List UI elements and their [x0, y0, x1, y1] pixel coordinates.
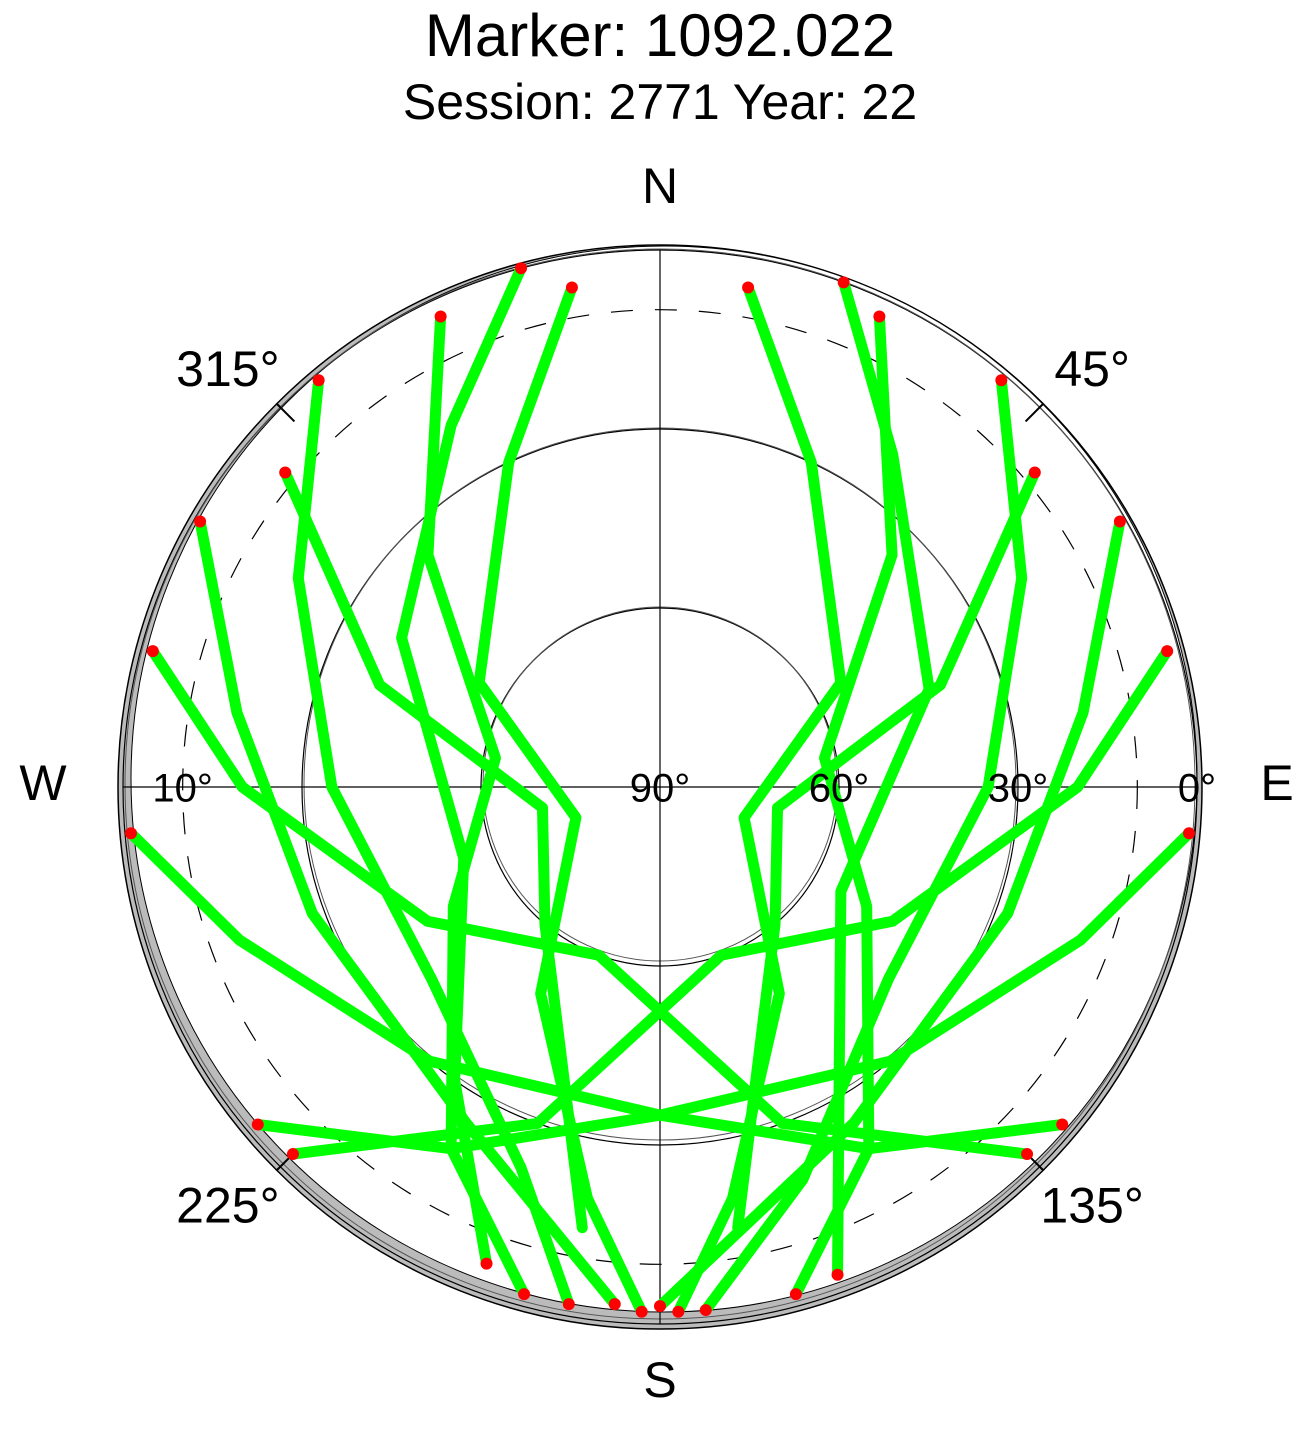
chart-subtitle: Session: 2771 Year: 22 — [403, 74, 917, 130]
cardinal-label: N — [642, 158, 678, 214]
below-mask-point — [1056, 1118, 1069, 1131]
satellite-track — [654, 515, 1126, 1312]
below-mask-point — [873, 310, 886, 323]
below-mask-point — [1183, 827, 1196, 840]
below-mask-point — [995, 374, 1008, 387]
below-mask-point — [279, 466, 292, 479]
below-mask-point — [742, 281, 755, 294]
cardinal-label: W — [19, 755, 67, 811]
satellite-track — [194, 515, 621, 1310]
satellite-track — [287, 645, 1173, 1160]
satellite-track — [473, 282, 648, 1318]
below-mask-point — [635, 1305, 648, 1318]
satellite-track — [790, 311, 898, 1300]
below-mask-point — [434, 310, 447, 323]
azimuth-label: 45° — [1054, 341, 1130, 397]
below-mask-point — [654, 1300, 666, 1313]
below-mask-point — [1113, 515, 1126, 528]
grid — [122, 248, 1198, 1325]
below-mask-point — [1161, 645, 1174, 658]
below-mask-point — [518, 1288, 531, 1301]
satellite-track — [125, 827, 1068, 1155]
cardinal-label: S — [643, 1352, 676, 1408]
azimuth-tick — [276, 403, 296, 423]
elevation-label: 60° — [809, 767, 870, 811]
satellite-track — [732, 467, 1041, 1234]
elevation-label: 90° — [630, 767, 691, 811]
below-mask-point — [124, 827, 137, 840]
azimuth-label: 315° — [176, 341, 279, 397]
below-mask-point — [789, 1288, 802, 1301]
below-mask-point — [1028, 466, 1041, 479]
below-mask-point — [515, 262, 528, 275]
satellite-track — [422, 311, 530, 1300]
azimuth-label: 135° — [1040, 1177, 1143, 1233]
below-mask-point — [672, 1305, 685, 1318]
cardinal-label: E — [1260, 755, 1293, 811]
below-mask-point — [194, 515, 207, 528]
below-mask-point — [1021, 1148, 1034, 1161]
satellite-track — [672, 282, 847, 1318]
azimuth-tick — [1024, 403, 1044, 423]
below-mask-point — [286, 1148, 299, 1161]
mask-label: 10° — [152, 767, 213, 811]
below-mask-point — [251, 1118, 264, 1131]
satellite-track — [252, 827, 1195, 1155]
satellite-track — [147, 645, 1033, 1160]
below-mask-point — [565, 281, 578, 294]
elevation-label: 30° — [988, 767, 1049, 811]
below-mask-point — [312, 374, 325, 387]
below-mask-point — [146, 645, 159, 658]
below-mask-point — [837, 276, 850, 289]
below-mask-point — [608, 1298, 621, 1311]
below-mask-point — [562, 1298, 575, 1311]
azimuth-label: 225° — [176, 1177, 279, 1233]
satellite-track — [279, 467, 588, 1234]
tracks — [124, 262, 1196, 1318]
labels: 90° 60° 30° 0° 10° N E S W 45° 135° 225° 315° — [19, 158, 1293, 1408]
below-mask-point — [831, 1268, 844, 1281]
elevation-label: 0° — [1178, 767, 1216, 811]
below-mask-point — [699, 1304, 712, 1317]
below-mask-point — [480, 1257, 493, 1270]
chart-title: Marker: 1092.022 — [425, 2, 895, 69]
